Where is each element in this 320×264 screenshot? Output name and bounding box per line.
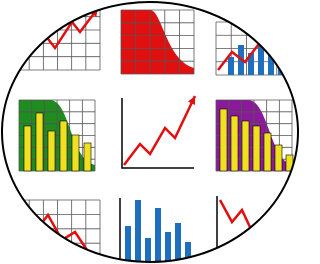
blue-bar	[145, 238, 151, 264]
yellow-bar	[72, 135, 79, 171]
blue-bar	[228, 57, 234, 75]
blue-bar	[155, 208, 161, 264]
yellow-bar	[60, 121, 67, 171]
yellow-bar	[264, 133, 271, 171]
page: (() => { JSON.parse(document.getElementB…	[0, 0, 300, 264]
yellow-bar	[84, 143, 91, 171]
yellow-bar	[242, 121, 249, 171]
chart-icons-illustration	[0, 0, 300, 264]
blue-bar	[175, 223, 181, 264]
yellow-bar	[231, 116, 238, 171]
blue-bar	[135, 200, 141, 264]
yellow-bar	[36, 113, 43, 171]
blue-bar	[165, 232, 171, 264]
yellow-bar	[24, 126, 31, 171]
yellow-bar	[253, 126, 260, 171]
yellow-bar	[275, 145, 282, 171]
yellow-bar	[220, 109, 227, 171]
yellow-bar	[48, 131, 55, 171]
blue-bar	[125, 226, 131, 264]
